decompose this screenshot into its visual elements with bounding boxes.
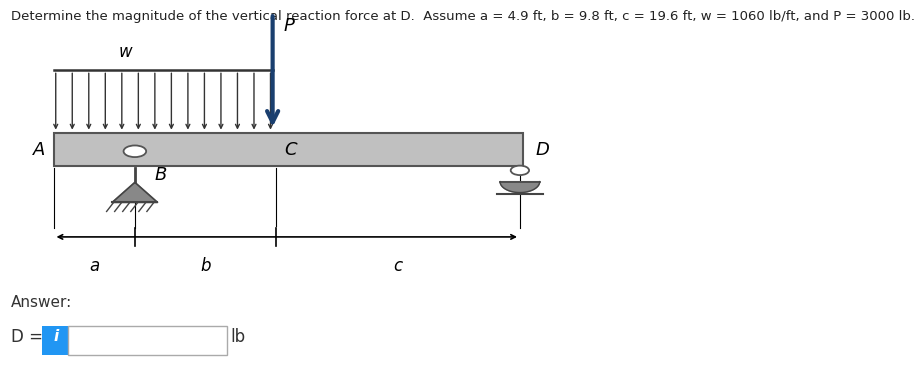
Text: w: w — [118, 42, 132, 61]
FancyBboxPatch shape — [69, 326, 226, 355]
Text: B: B — [155, 166, 167, 184]
Polygon shape — [500, 182, 540, 193]
FancyBboxPatch shape — [41, 326, 71, 355]
Bar — [54, 133, 523, 166]
Text: c: c — [394, 257, 403, 275]
Text: C: C — [285, 141, 298, 158]
Text: P: P — [283, 17, 294, 35]
Text: D: D — [536, 141, 550, 158]
Text: A: A — [33, 141, 45, 158]
Text: b: b — [201, 257, 211, 275]
Circle shape — [511, 166, 529, 175]
Text: lb: lb — [230, 328, 245, 346]
Text: Determine the magnitude of the vertical reaction force at D.  Assume a = 4.9 ft,: Determine the magnitude of the vertical … — [11, 10, 915, 23]
Circle shape — [124, 145, 147, 157]
Text: a: a — [89, 257, 99, 275]
Text: i: i — [54, 330, 59, 344]
Text: D =: D = — [11, 328, 49, 346]
Polygon shape — [113, 182, 158, 202]
Text: Answer:: Answer: — [11, 295, 72, 310]
